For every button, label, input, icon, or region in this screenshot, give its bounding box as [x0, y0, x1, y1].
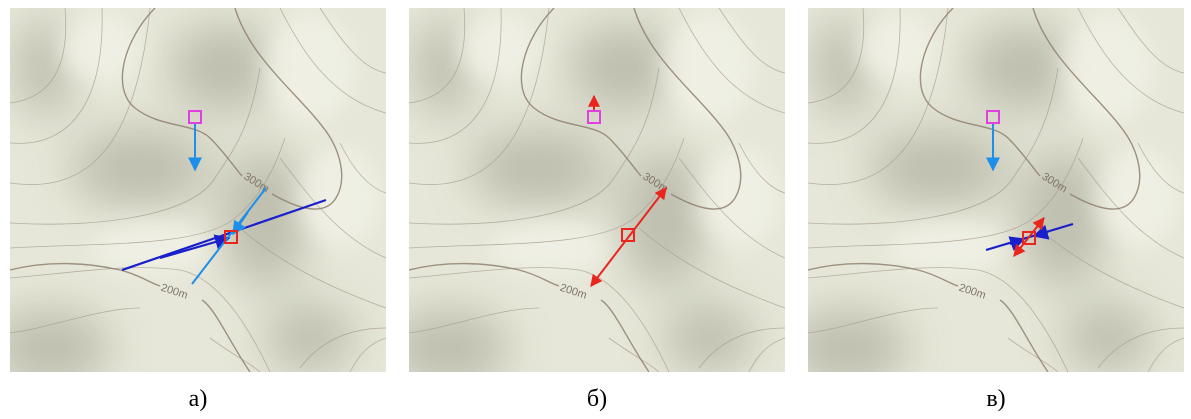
map-panel-c: 300m 200m [808, 8, 1184, 372]
caption-a: а) [188, 386, 208, 412]
caption-b: б) [586, 386, 608, 412]
magenta-square-marker [587, 110, 601, 124]
magenta-square-marker [986, 110, 1000, 124]
map-panel-b: 300m 200m [409, 8, 785, 372]
red-double-arrow [1013, 217, 1045, 257]
dark-blue-arrow [159, 234, 231, 260]
map-panel-a: 300m 200m [10, 8, 386, 372]
red-square-marker [621, 228, 635, 242]
red-double-arrow [590, 187, 667, 287]
magenta-square-marker [188, 110, 202, 124]
red-square-marker [224, 230, 238, 244]
caption-c: в) [986, 386, 1006, 412]
red-square-marker [1022, 231, 1036, 245]
light-blue-line [191, 187, 267, 285]
